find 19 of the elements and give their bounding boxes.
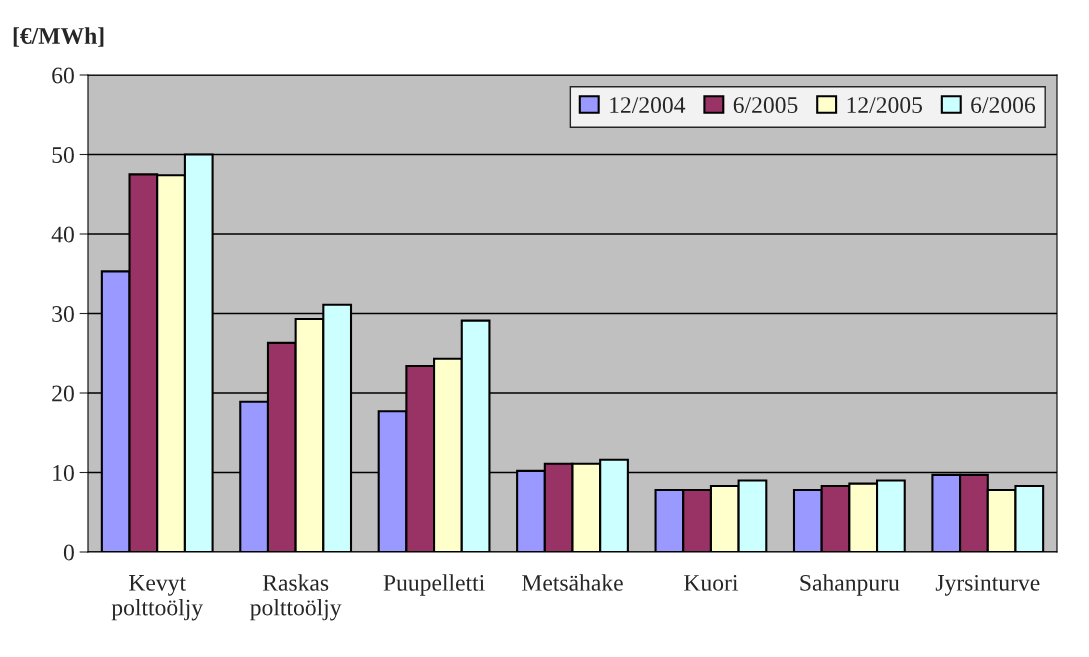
y-tick-label: 20 bbox=[52, 385, 74, 402]
x-tick-label: Sahanpuru bbox=[800, 574, 900, 596]
y-tick-label: 10 bbox=[53, 464, 74, 481]
x-tick-label: Metsähake bbox=[522, 574, 623, 591]
y-tick-label: 60 bbox=[52, 67, 74, 84]
x-tick-label: Kuori bbox=[684, 574, 739, 591]
y-axis-title: [€/MWh] bbox=[13, 27, 104, 47]
y-tick-label: 30 bbox=[52, 305, 74, 322]
y-tick-label: 0 bbox=[63, 544, 74, 561]
legend-label: 6/2005 bbox=[733, 97, 798, 114]
x-tick-label: Puupelletti bbox=[383, 574, 485, 596]
x-tick-label: Kevyt polttoöljy bbox=[111, 575, 204, 621]
legend-label: 6/2006 bbox=[971, 97, 1036, 114]
y-tick-label: 50 bbox=[52, 146, 74, 163]
x-tick-label: Raskas polttoöljy bbox=[250, 574, 342, 621]
legend-label: 12/2005 bbox=[847, 97, 923, 114]
y-tick-label: 40 bbox=[51, 226, 74, 243]
x-tick-label: Jyrsinturve bbox=[935, 574, 1040, 596]
legend-label: 12/2004 bbox=[610, 97, 686, 114]
